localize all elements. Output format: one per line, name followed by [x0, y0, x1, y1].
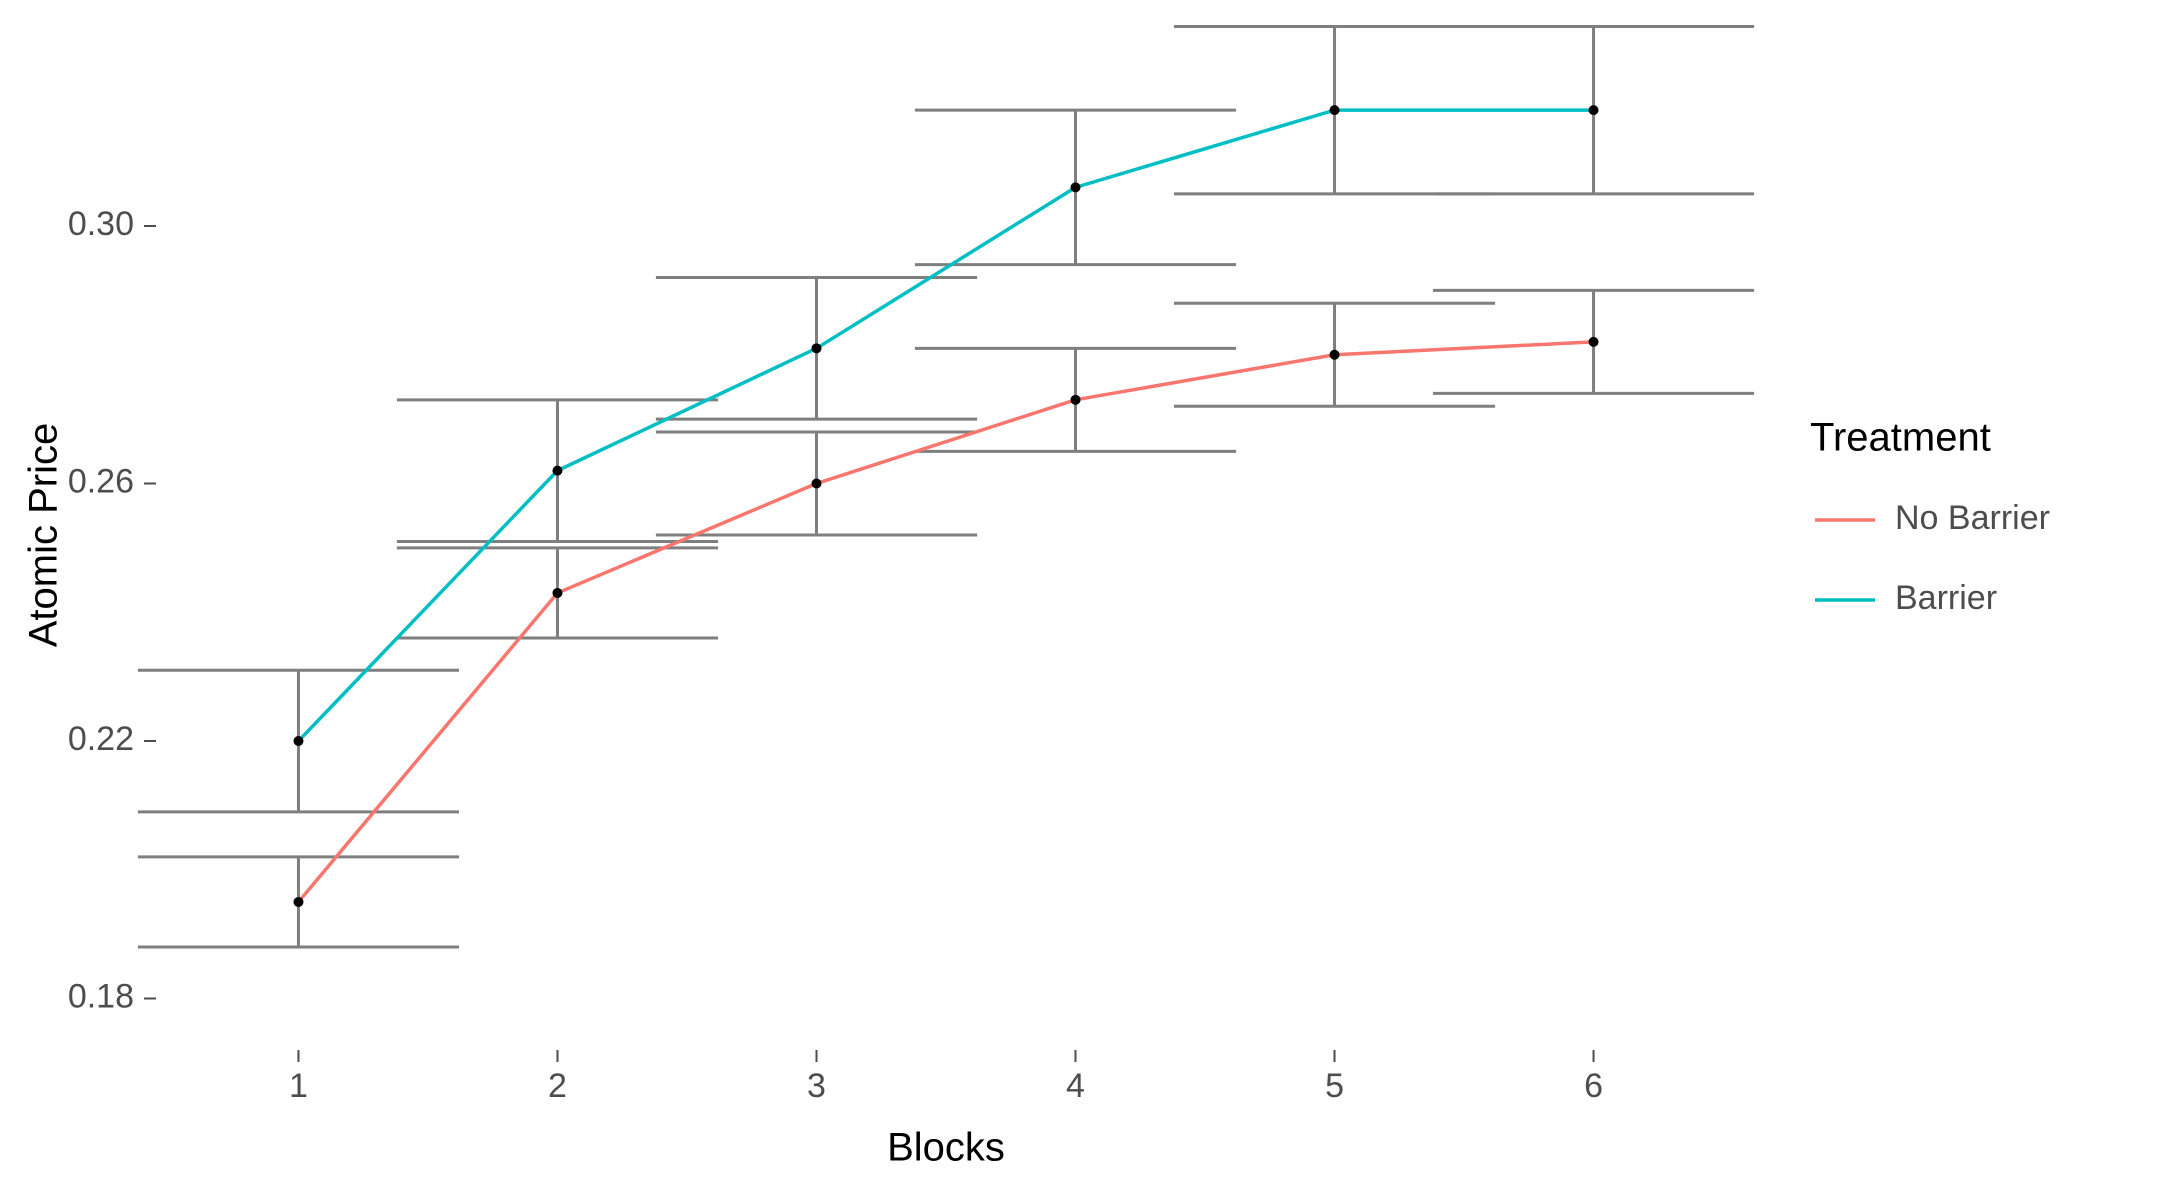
x-axis-title: Blocks: [887, 1126, 1005, 1170]
legend-title: Treatment: [1810, 416, 1991, 460]
y-axis-title: Atomic Price: [22, 423, 66, 648]
chart-container: 0.18 0.22 0.26 0.30 1 2 3 4 5 6 Blocks Atomic Price…: [0, 0, 2182, 1204]
data-point: [1071, 182, 1081, 192]
data-point: [1330, 350, 1340, 360]
legend-label: Barrier: [1895, 579, 1997, 617]
data-point: [552, 588, 562, 598]
data-point: [811, 343, 821, 353]
x-tick-label: 6: [1584, 1067, 1603, 1105]
data-point: [293, 897, 303, 907]
x-tick-label: 5: [1325, 1067, 1344, 1105]
y-tick-label: 0.22: [68, 720, 134, 758]
data-point: [811, 479, 821, 489]
y-tick-label: 0.30: [68, 205, 134, 243]
x-tick-label: 2: [548, 1067, 567, 1105]
data-point: [1589, 105, 1599, 115]
data-point: [1330, 105, 1340, 115]
line-chart: 0.18 0.22 0.26 0.30 1 2 3 4 5 6 Blocks Atomic Price…: [0, 0, 2182, 1204]
data-point: [552, 466, 562, 476]
data-point: [1071, 395, 1081, 405]
data-point: [1589, 337, 1599, 347]
x-tick-label: 3: [807, 1067, 826, 1105]
x-tick-label: 1: [289, 1067, 308, 1105]
data-point: [293, 736, 303, 746]
y-tick-label: 0.26: [68, 462, 134, 500]
x-tick-label: 4: [1066, 1067, 1085, 1105]
y-tick-label: 0.18: [68, 977, 134, 1015]
legend-label: No Barrier: [1895, 499, 2050, 537]
